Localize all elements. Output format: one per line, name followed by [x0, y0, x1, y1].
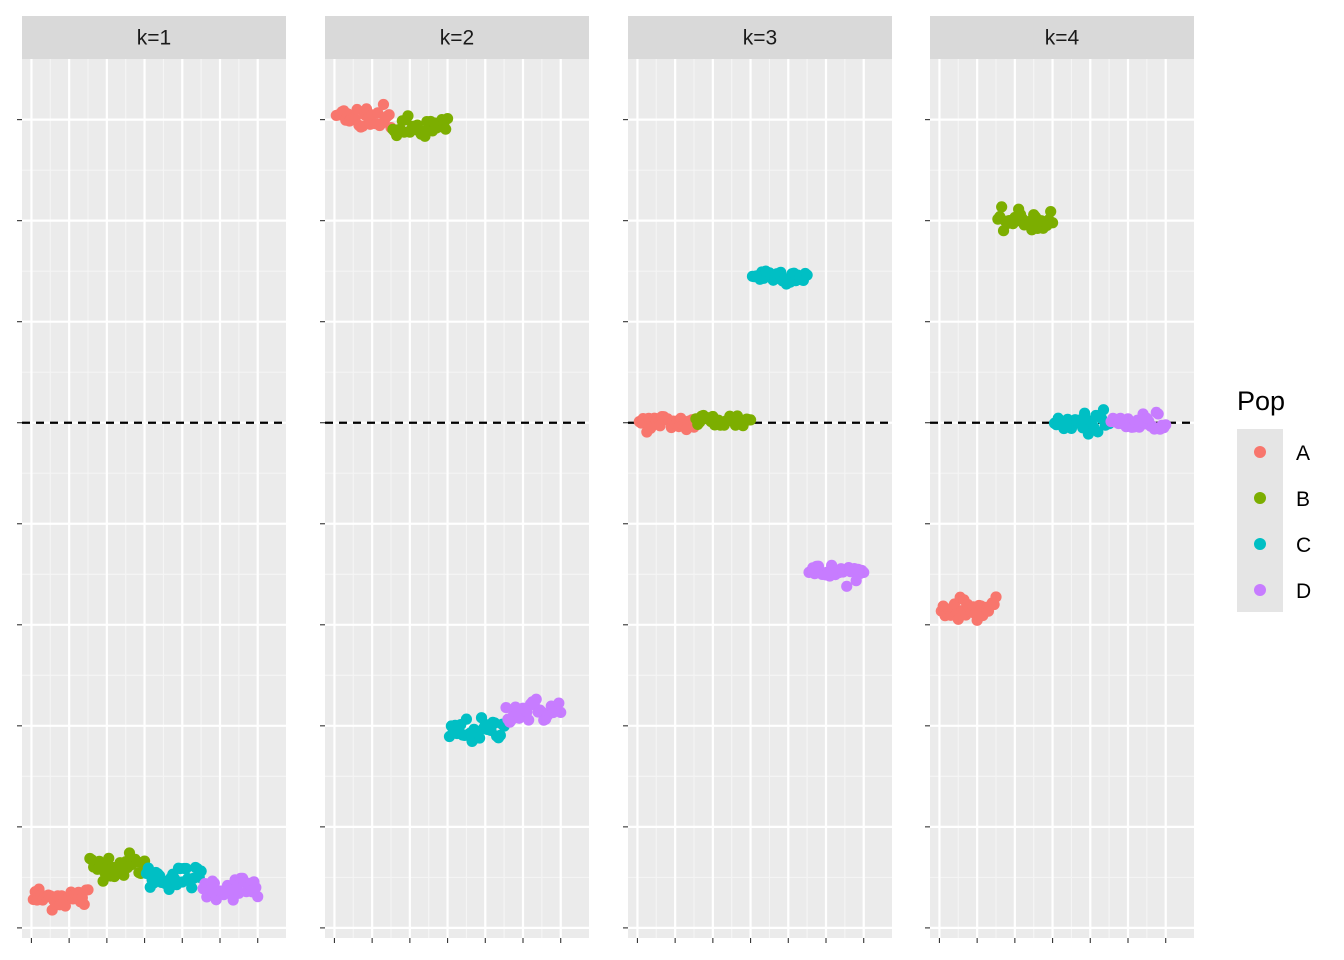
legend-entry-D: D — [1254, 580, 1311, 603]
data-point — [523, 714, 535, 726]
facet-strip — [325, 16, 589, 59]
legend-entry-A: A — [1254, 442, 1310, 465]
facet-panels: k=1 k=2 k=3 k=4 — [17, 16, 1194, 943]
data-point — [1045, 205, 1057, 218]
data-point — [500, 701, 512, 714]
series-A — [27, 883, 94, 916]
facet-panel-2: k=2 — [320, 16, 589, 943]
legend-key-background — [1237, 429, 1283, 612]
data-point — [377, 98, 390, 111]
data-point — [474, 732, 486, 744]
facet-strip-label: k=2 — [440, 27, 474, 50]
series-D — [197, 872, 264, 906]
data-point — [996, 201, 1008, 213]
panel-background — [325, 59, 589, 938]
data-point — [553, 697, 565, 709]
legend-key — [1254, 538, 1266, 550]
data-point — [195, 865, 207, 877]
legend-entry-C: C — [1254, 534, 1311, 557]
data-point — [801, 269, 813, 281]
data-point — [250, 881, 262, 894]
data-point — [208, 877, 220, 889]
series-C — [140, 861, 207, 896]
data-point — [78, 898, 90, 910]
facet-strip-label: k=4 — [1045, 27, 1080, 50]
series-A — [633, 411, 700, 438]
data-point — [555, 706, 567, 719]
legend-title: Pop — [1237, 386, 1285, 416]
data-point — [383, 109, 395, 121]
series-C — [746, 265, 813, 290]
series-B — [84, 847, 151, 887]
legend-label: D — [1296, 580, 1311, 603]
legend-label: A — [1296, 442, 1310, 465]
data-point — [1097, 404, 1110, 416]
facet-strip-label: k=3 — [743, 27, 777, 50]
facet-panel-1: k=1 — [17, 16, 286, 943]
data-point — [841, 580, 853, 592]
data-point — [858, 566, 870, 579]
data-point — [103, 852, 115, 864]
panel-background — [22, 59, 286, 938]
data-point — [494, 729, 506, 741]
series-B — [690, 409, 757, 432]
legend-key — [1254, 584, 1266, 596]
legend-key — [1254, 446, 1266, 458]
data-point — [1160, 419, 1172, 431]
data-point — [990, 591, 1002, 603]
series-A — [935, 591, 1002, 626]
facet-panel-3: k=3 — [623, 16, 892, 943]
data-point — [460, 713, 473, 725]
data-point — [180, 862, 192, 875]
series-A — [330, 98, 397, 134]
facet-strip — [22, 16, 286, 59]
series-B — [992, 201, 1059, 237]
data-point — [744, 414, 757, 426]
data-point — [1092, 426, 1104, 438]
data-point — [82, 884, 94, 896]
series-B — [387, 110, 454, 142]
series-D — [1105, 406, 1172, 435]
series-D — [803, 559, 870, 592]
data-point — [1152, 408, 1164, 420]
panel-background — [628, 59, 892, 938]
facet-panel-4: k=4 — [925, 16, 1194, 943]
facet-strip — [628, 16, 892, 59]
legend-entry-B: B — [1254, 488, 1310, 511]
facet-strip — [930, 16, 1194, 59]
data-point — [186, 882, 198, 894]
data-point — [1046, 217, 1059, 229]
series-C — [443, 712, 510, 748]
legend-label: C — [1296, 534, 1311, 557]
data-point — [252, 891, 264, 903]
panel-background — [930, 59, 1194, 938]
legend-key — [1254, 492, 1266, 504]
legend-label: B — [1296, 488, 1310, 511]
data-point — [402, 110, 414, 122]
data-point — [440, 123, 452, 135]
data-point — [530, 693, 542, 705]
facet-strip-label: k=1 — [137, 27, 171, 50]
data-point — [441, 112, 454, 125]
series-D — [500, 693, 567, 728]
